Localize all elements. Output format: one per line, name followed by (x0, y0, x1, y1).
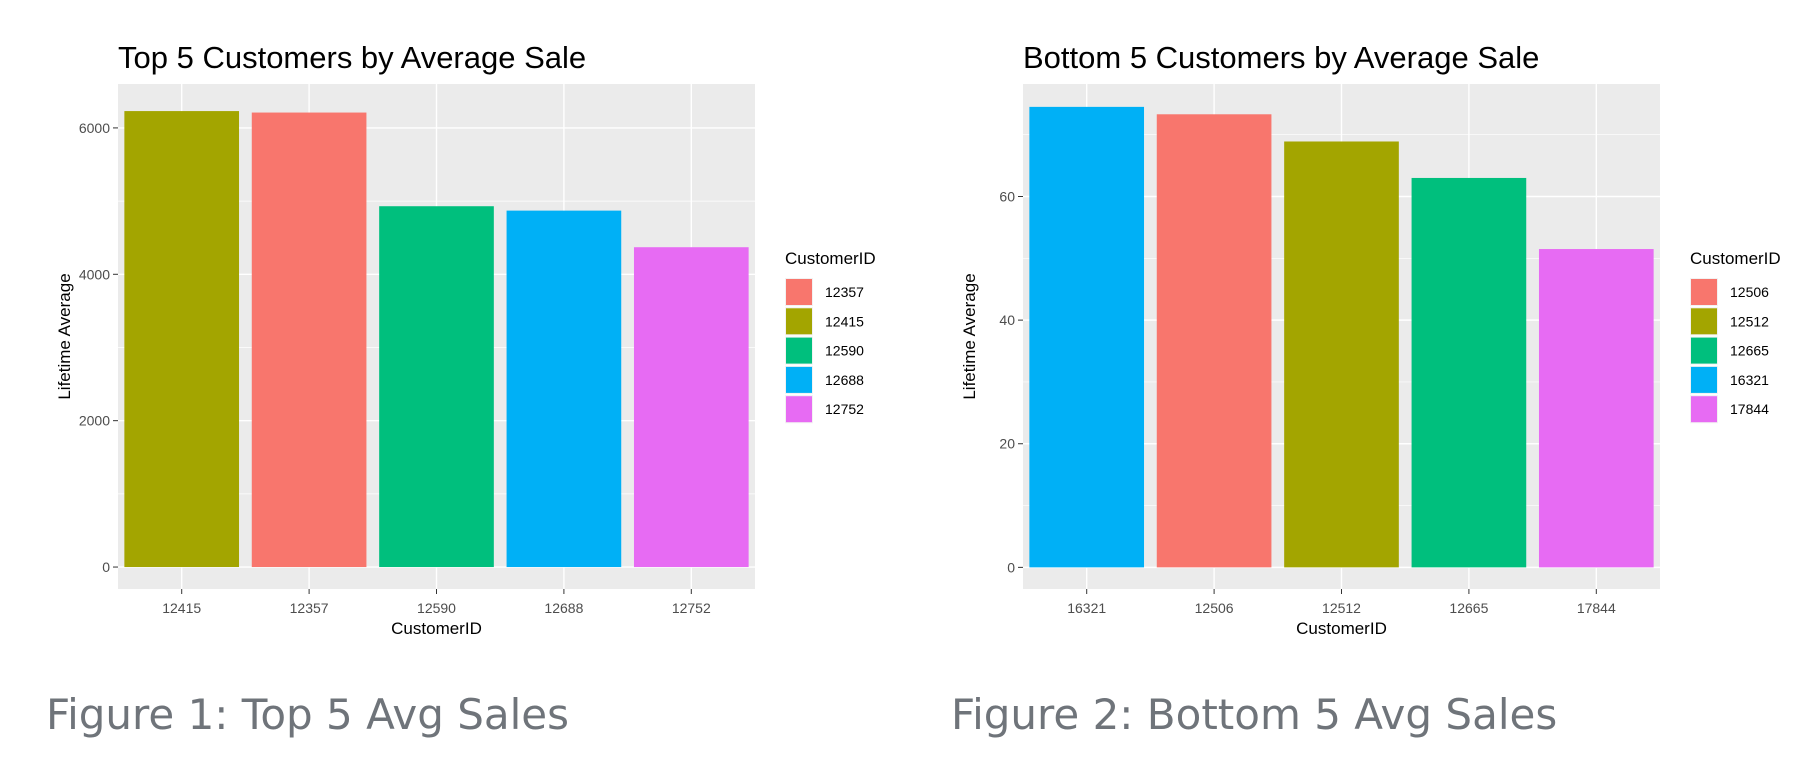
chart-title: Bottom 5 Customers by Average Sale (1023, 40, 1539, 75)
x-axis-title: CustomerID (1296, 619, 1387, 638)
bar-17844 (1538, 249, 1654, 568)
legend-key-12415 (786, 308, 812, 335)
y-tick-label: 20 (999, 436, 1015, 452)
legend-label: 12590 (825, 343, 864, 359)
legend-label: 12688 (825, 372, 864, 388)
chart-top5: Top 5 Customers by Average Sale 0 2000 4000… (55, 40, 876, 638)
y-tick-label: 0 (1007, 559, 1015, 575)
bar-12415 (124, 111, 240, 568)
bar-12506 (1156, 114, 1272, 568)
legend-key-17844 (1691, 396, 1717, 423)
bar-12590 (379, 206, 494, 568)
legend-key-12688 (786, 366, 812, 393)
y-tick-label: 40 (999, 312, 1015, 328)
x-tick-label: 12590 (417, 600, 456, 616)
bar-12688 (506, 210, 622, 568)
x-axis-title: CustomerID (391, 619, 482, 638)
y-axis-title: Lifetime Average (55, 273, 74, 399)
y-axis-title: Lifetime Average (960, 273, 979, 399)
x-tick-label: 12512 (1322, 600, 1361, 616)
legend-label: 12752 (825, 401, 864, 417)
x-tick-label: 12752 (672, 600, 711, 616)
legend-key-12752 (786, 396, 812, 423)
x-tick-label: 12665 (1449, 600, 1488, 616)
figure-top5: Top 5 Customers by Average Sale 0 2000 4000… (0, 0, 900, 760)
bar-12357 (251, 112, 367, 568)
y-tick-label: 4000 (79, 266, 110, 282)
legend-key-12590 (786, 337, 812, 364)
y-tick-label: 0 (102, 559, 110, 575)
x-tick-label: 16321 (1067, 600, 1106, 616)
legend-label: 12506 (1730, 284, 1769, 300)
legend-key-12512 (1691, 308, 1717, 335)
legend-label: 12357 (825, 284, 864, 300)
legend-label: 17844 (1730, 401, 1769, 417)
legend-label: 12665 (1730, 343, 1769, 359)
x-tick-label: 12688 (544, 600, 583, 616)
figure-bottom5: Bottom 5 Customers by Average Sale 0 20 40 6… (905, 0, 1805, 760)
legend-key-12506 (1691, 279, 1717, 305)
bar-12512 (1284, 141, 1399, 568)
chart-bottom5: Bottom 5 Customers by Average Sale 0 20 40 6… (960, 40, 1781, 638)
legend-key-16321 (1691, 366, 1717, 393)
legend-key-12357 (786, 279, 812, 305)
x-tick-label: 12357 (290, 600, 329, 616)
legend-label: 12512 (1730, 313, 1769, 329)
legend-label: 12415 (825, 313, 864, 329)
x-tick-label: 12415 (162, 600, 201, 616)
legend-title: CustomerID (785, 249, 876, 268)
bar-12665 (1411, 177, 1527, 568)
legend-key-12665 (1691, 337, 1717, 364)
y-tick-label: 2000 (79, 413, 110, 429)
bar-16321 (1029, 106, 1145, 568)
x-tick-label: 17844 (1577, 600, 1616, 616)
figure-caption: Figure 1: Top 5 Avg Sales (46, 690, 570, 739)
legend-title: CustomerID (1690, 249, 1781, 268)
legend-label: 16321 (1730, 372, 1769, 388)
figure-caption: Figure 2: Bottom 5 Avg Sales (951, 690, 1558, 739)
chart-title: Top 5 Customers by Average Sale (118, 40, 586, 75)
x-tick-label: 12506 (1195, 600, 1234, 616)
y-tick-label: 6000 (79, 120, 110, 136)
y-tick-label: 60 (999, 188, 1015, 204)
bar-12752 (633, 247, 749, 568)
